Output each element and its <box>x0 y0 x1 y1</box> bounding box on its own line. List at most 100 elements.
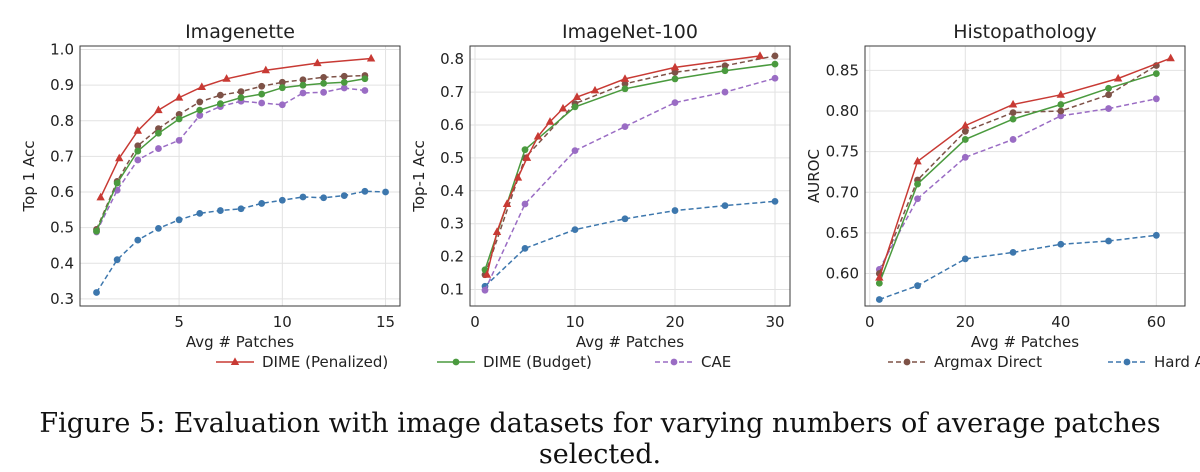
chart-title: ImageNet-100 <box>562 21 698 43</box>
data-point <box>961 255 969 263</box>
data-point <box>320 73 328 81</box>
data-point <box>320 194 328 202</box>
series-argmax-direct <box>93 72 369 233</box>
data-point <box>590 85 600 94</box>
data-point <box>1105 237 1112 245</box>
x-tick-label: 0 <box>865 313 875 331</box>
y-tick-label: 0.60 <box>826 265 859 283</box>
data-point <box>216 207 224 214</box>
data-point <box>913 156 922 165</box>
data-point <box>93 289 100 296</box>
data-point <box>521 245 529 252</box>
data-point <box>721 202 729 210</box>
data-point <box>155 224 162 232</box>
plot-frame <box>79 45 401 307</box>
x-tick-label: 0 <box>470 313 480 331</box>
data-point <box>175 115 183 123</box>
data-point <box>258 90 266 98</box>
data-point <box>481 286 489 294</box>
data-point <box>671 207 679 214</box>
data-point <box>671 68 679 76</box>
data-point <box>93 227 100 235</box>
x-tick-label: 20 <box>956 313 975 331</box>
series-dime-budget <box>875 70 1160 287</box>
series-dime-penalized <box>875 53 1175 281</box>
data-point <box>671 99 679 107</box>
data-point <box>621 80 629 88</box>
y-tick-label: 0.2 <box>440 248 464 266</box>
plot-frame <box>469 45 791 307</box>
legend-entry: Argmax Direct <box>888 353 1042 371</box>
legend-label: DIME (Penalized) <box>262 353 388 371</box>
y-axis-label: Top-1 Acc <box>410 140 428 213</box>
data-point <box>361 75 369 83</box>
series-line <box>95 78 366 232</box>
data-point <box>1105 84 1112 92</box>
data-point <box>258 82 266 90</box>
series-cae <box>875 95 1160 273</box>
data-point <box>1009 136 1017 143</box>
y-tick-label: 0.65 <box>826 224 859 242</box>
data-point <box>620 74 630 82</box>
data-point <box>196 209 204 217</box>
data-point <box>237 205 245 213</box>
data-point <box>492 227 502 235</box>
data-point <box>621 123 629 131</box>
y-tick-label: 0.75 <box>826 143 859 161</box>
data-point <box>299 193 307 201</box>
series-line <box>878 64 1157 274</box>
data-point <box>175 136 183 144</box>
y-tick-label: 0.8 <box>440 50 464 68</box>
data-point <box>670 62 680 71</box>
data-point <box>320 79 328 87</box>
data-point <box>671 75 679 83</box>
legend-label: Argmax Direct <box>934 353 1042 371</box>
series-line <box>484 200 776 287</box>
data-point <box>1057 112 1065 120</box>
x-axis-label: Avg # Patches <box>971 333 1079 351</box>
y-tick-label: 0.5 <box>440 149 464 167</box>
data-point <box>299 76 307 84</box>
chart-1: 5 10 15 0.3 0.4 0.5 0.6 0.7 0.8 0.9 1.0 Imagenette A… <box>20 21 401 351</box>
data-point <box>571 226 579 234</box>
data-point <box>361 87 369 94</box>
data-point <box>914 180 921 188</box>
data-point <box>961 136 969 143</box>
legend: DIME (Penalized) DIME (Budget) CAE Argmax D… <box>216 353 1200 371</box>
data-point <box>313 58 322 67</box>
legend-label: Hard Attn <box>1154 353 1200 371</box>
data-point <box>961 127 969 135</box>
data-point <box>278 101 286 109</box>
data-point <box>196 106 204 114</box>
series-dime-penalized <box>96 53 376 201</box>
y-tick-label: 0.80 <box>826 102 859 120</box>
x-axis-label: Avg # Patches <box>576 333 684 351</box>
chart-title: Imagenette <box>185 21 295 43</box>
y-tick-label: 1.0 <box>50 41 74 59</box>
x-tick-label: 10 <box>565 313 584 331</box>
data-point <box>1008 99 1018 108</box>
data-point <box>621 85 629 93</box>
series-line <box>484 55 776 275</box>
series-line <box>484 63 776 271</box>
data-point <box>571 147 579 155</box>
data-point <box>155 129 162 137</box>
data-point <box>1009 115 1017 123</box>
x-tick-label: 40 <box>1051 313 1070 331</box>
data-point <box>914 282 921 290</box>
x-tick-label: 20 <box>665 313 684 331</box>
data-point <box>133 126 143 134</box>
y-tick-label: 0.8 <box>50 112 74 130</box>
series-dime-penalized <box>482 51 765 278</box>
legend-marker <box>1123 358 1131 366</box>
data-point <box>771 60 779 68</box>
data-point <box>96 192 105 201</box>
y-tick-label: 0.1 <box>440 281 464 299</box>
data-point <box>134 236 142 244</box>
data-point <box>154 105 163 114</box>
data-point <box>571 103 579 111</box>
series-line <box>99 57 372 198</box>
data-point <box>115 153 124 162</box>
data-point <box>113 179 121 187</box>
data-point <box>382 188 389 196</box>
